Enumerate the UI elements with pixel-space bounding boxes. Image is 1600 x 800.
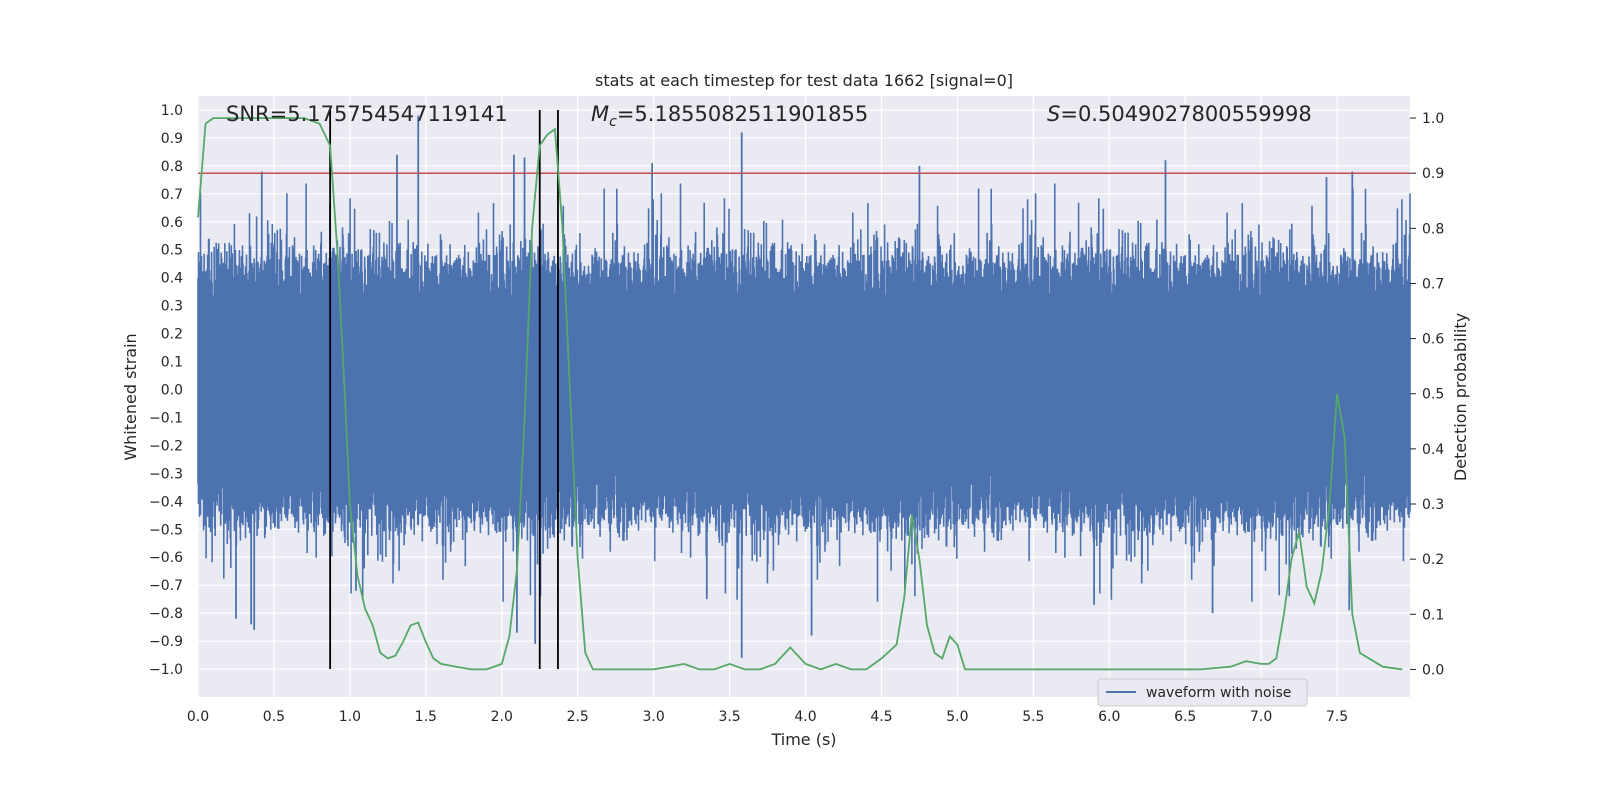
y-left-tick-label: −0.5 [149, 522, 183, 538]
vertical-markers [329, 109, 559, 670]
detection-probability-line [197, 117, 1403, 671]
x-tick-label: 2.0 [491, 709, 513, 725]
y-right-tick-label: 0.0 [1422, 662, 1444, 678]
y-left-tick-label: −0.6 [149, 550, 183, 566]
y-right-tick-label: 1.0 [1422, 111, 1444, 127]
y-left-tick-label: 0.9 [161, 131, 183, 147]
y-left-tick-label: 0.5 [161, 243, 183, 259]
x-tick-label: 2.5 [567, 709, 589, 725]
y-right-tick-label: 0.7 [1422, 276, 1444, 292]
y-right-tick-label: 0.6 [1422, 332, 1444, 348]
y-left-tick-label: 1.0 [161, 103, 183, 119]
y-right-axis-label: Detection probability [1451, 313, 1470, 481]
y-right-tick-label: 0.3 [1422, 497, 1444, 513]
y-right-axis-ticks: 1.0 0.9 0.8 0.7 0.6 0.5 0.4 0.3 0.2 0.1 0.0 [1410, 111, 1444, 678]
legend-box [1097, 678, 1308, 707]
waveform-noise-series [197, 115, 1411, 658]
x-axis-label: Time (s) [770, 730, 836, 749]
legend-label-waveform: waveform with noise [1146, 685, 1291, 701]
y-left-tick-label: −0.9 [149, 634, 183, 650]
waveform-noise-trace [197, 183, 1411, 602]
y-right-tick-label: 0.8 [1422, 221, 1444, 237]
x-tick-label: 0.0 [187, 709, 209, 725]
y-left-tick-label: 0.6 [161, 215, 183, 231]
y-left-tick-label: 0.3 [161, 299, 183, 315]
y-left-tick-label: 0.4 [161, 271, 183, 287]
y-left-tick-label: 0.1 [161, 355, 183, 371]
y-right-tick-label: 0.9 [1422, 166, 1444, 182]
s-statistic-value: =0.5049027800559998 [1060, 102, 1311, 126]
x-tick-label: 7.0 [1250, 709, 1272, 725]
x-tick-label: 0.5 [263, 709, 285, 725]
s-statistic-symbol: S [1047, 102, 1060, 126]
y-left-tick-label: 0.2 [161, 327, 183, 343]
y-left-tick-label: −1.0 [149, 662, 183, 678]
x-tick-label: 4.5 [870, 709, 892, 725]
chart-title: stats at each timestep for test data 166… [595, 71, 1013, 90]
snr-annotation: SNR=5.175754547119141 [226, 102, 508, 126]
x-tick-label: 5.0 [946, 709, 968, 725]
x-tick-label: 7.5 [1326, 709, 1348, 725]
y-left-tick-label: −0.4 [149, 494, 183, 510]
x-tick-label: 3.5 [718, 709, 740, 725]
chirp-mass-subscript: c [609, 114, 617, 130]
x-tick-label: 3.0 [643, 709, 665, 725]
x-tick-label: 6.5 [1174, 709, 1196, 725]
y-left-tick-label: −0.8 [149, 606, 183, 622]
y-left-tick-label: −0.1 [149, 410, 183, 426]
s-statistic-annotation: S=0.5049027800559998 [1047, 102, 1312, 126]
y-left-tick-label: 0.7 [161, 187, 183, 203]
y-left-tick-label: −0.2 [149, 438, 183, 454]
y-right-tick-label: 0.2 [1422, 552, 1444, 568]
x-tick-label: 1.5 [415, 709, 437, 725]
x-tick-label: 6.0 [1098, 709, 1120, 725]
y-right-tick-label: 0.5 [1422, 387, 1444, 403]
y-right-tick-label: 0.1 [1422, 607, 1444, 623]
y-left-tick-label: −0.3 [149, 466, 183, 482]
y-left-axis-label: Whitened strain [121, 333, 140, 460]
chirp-mass-value: =5.1855082511901855 [617, 102, 868, 126]
x-tick-label: 1.0 [339, 709, 361, 725]
y-left-tick-label: 0.8 [161, 159, 183, 175]
x-axis-ticks: 0.0 0.5 1.0 1.5 2.0 2.5 3.0 3.5 4.0 4.5 5.0 5.5 6.0 6… [187, 709, 1348, 725]
x-tick-label: 4.0 [794, 709, 816, 725]
y-left-axis-ticks: 1.0 0.9 0.8 0.7 0.6 0.5 0.4 0.3 0.2 0.1 0.0 −0.1 −0.… [149, 103, 183, 678]
chirp-mass-annotation: Mc=5.1855082511901855 [591, 102, 868, 130]
x-tick-label: 5.5 [1022, 709, 1044, 725]
y-left-tick-label: 0.0 [161, 383, 183, 399]
y-right-tick-label: 0.4 [1422, 442, 1444, 458]
y-left-tick-label: −0.7 [149, 578, 183, 594]
chirp-mass-symbol: M [591, 102, 609, 126]
legend: waveform with noise [1097, 678, 1308, 707]
